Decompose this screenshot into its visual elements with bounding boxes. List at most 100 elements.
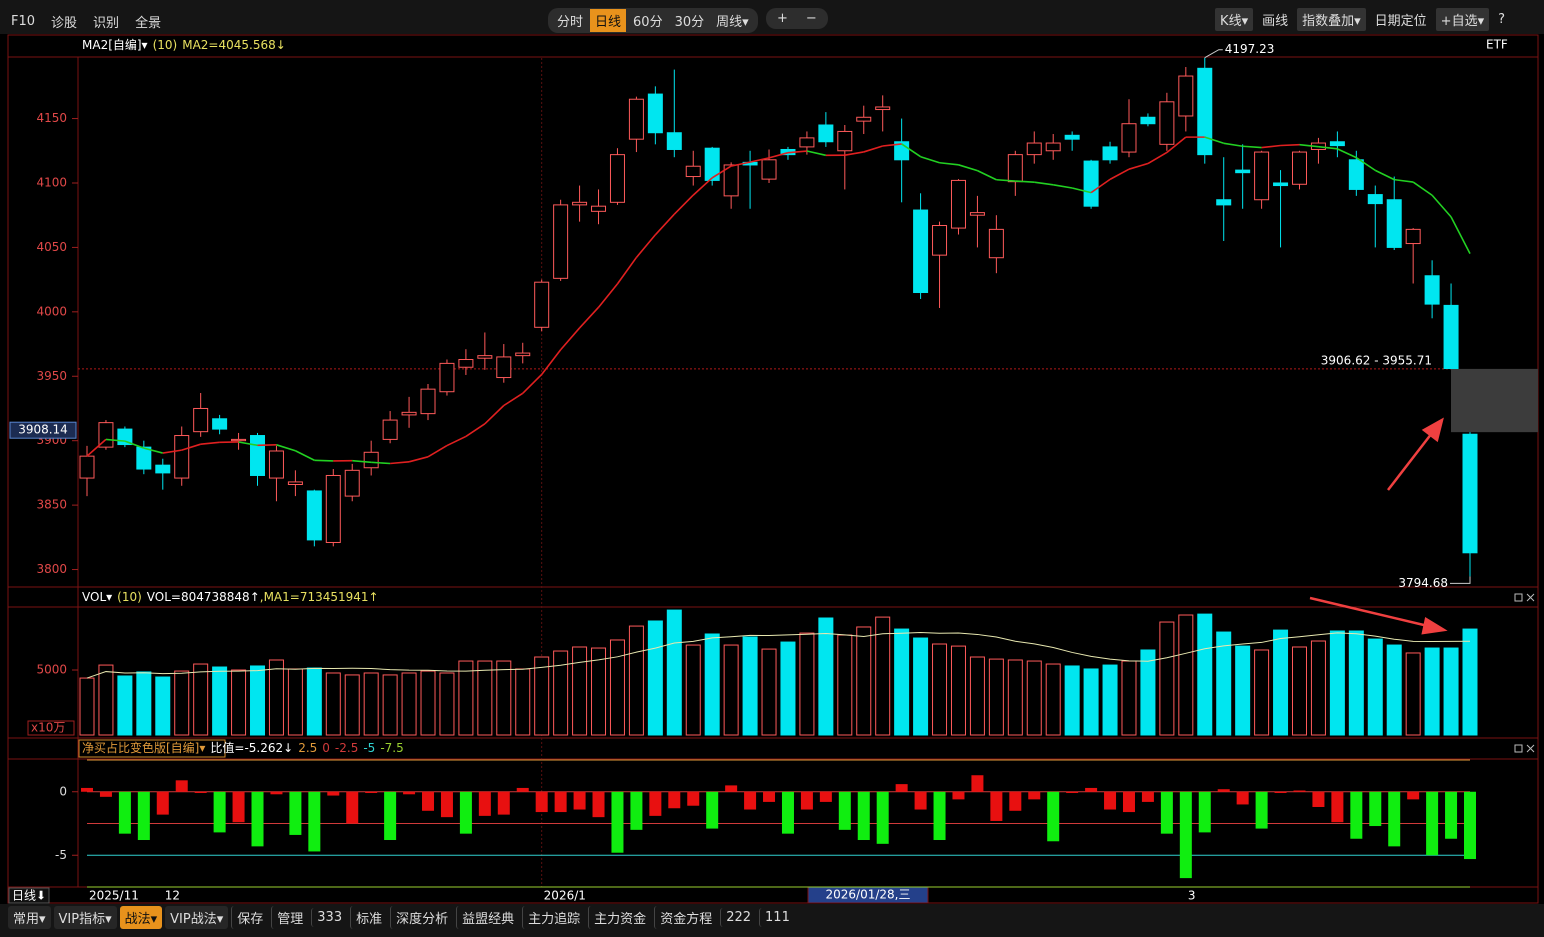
candle-body [1462,433,1478,554]
tool-item[interactable]: +自选▾ [1435,8,1490,31]
candle-body [193,407,209,433]
candle-body [572,201,588,206]
ratio-bar [630,791,643,830]
maximize-icon[interactable] [1514,744,1523,753]
ma-line [86,438,107,457]
ma-line [465,423,486,438]
ma-line [1394,178,1414,183]
volume-bar [1405,652,1421,736]
tool-item[interactable]: K线▾ [1215,8,1254,31]
volume-bar [382,674,398,736]
tool-item[interactable]: 画线 [1262,14,1289,29]
header-part: (10) [117,590,142,604]
volume-bar [458,660,474,736]
indicator-tab[interactable]: 战法▾ [119,906,163,929]
volume-bar [1443,647,1459,736]
period-tab[interactable]: 周线▾ [716,15,749,30]
candle-body [553,204,569,279]
candle-body [1045,142,1061,152]
indicator-tab[interactable]: 常用▾ [8,906,51,929]
ma-line [1431,194,1452,218]
cursor-price: 3908.14 [18,423,68,437]
volume-bar [837,634,853,736]
menu-item[interactable]: F10 [11,14,36,29]
volume-bar [685,644,701,736]
x-tick-label: 3 [1188,889,1196,903]
ma-line [1223,142,1243,148]
volume-bar [1291,646,1307,736]
ratio-bar [1426,791,1439,856]
menu-item[interactable]: 全景 [135,16,162,31]
maximize-icon[interactable] [1514,593,1523,602]
zoom-button[interactable]: + [777,11,788,26]
ma-line [1374,169,1395,181]
indicator-tab[interactable]: 222 [720,908,756,927]
period-label[interactable]: 日线⬇ [12,889,46,903]
candle-body [685,165,701,178]
y-tick-label: 3850 [36,498,67,512]
indicator-tab[interactable]: 保存 [231,906,268,929]
menu-item[interactable]: 识别 [93,16,120,31]
ratio-bar [308,791,321,852]
period-tab[interactable]: 30分 [674,15,705,30]
ma-line [1109,168,1130,181]
ratio-bar [118,791,131,834]
indicator-tab[interactable]: 主力追踪 [522,906,585,929]
candle-body [837,130,853,152]
candle-body [1367,194,1383,205]
ma-line [730,161,751,167]
ref-legend: 2.5 [298,741,317,755]
volume-bar [306,667,322,736]
ma-line [578,306,600,329]
ratio-bar [1198,791,1211,833]
y-tick-label: 4000 [36,304,67,318]
panel-header: MA2[自编]▾ (10) MA2=4045.568↓ [82,37,286,52]
close-icon[interactable] [1526,744,1535,753]
period-tab[interactable]: 日线 [590,9,627,32]
volume-bar [117,675,133,736]
indicator-tab[interactable]: VIP战法▾ [165,906,229,929]
volume-bar [894,628,910,736]
close-icon[interactable] [1526,593,1535,602]
indicator-tab[interactable]: 标准 [350,906,387,929]
indicator-tab[interactable]: 111 [759,908,795,927]
indicator-tab[interactable]: 益盟经典 [456,906,519,929]
volume-bar [1045,663,1061,736]
ma-line [541,349,562,375]
candle-body [1083,160,1099,207]
indicator-tab[interactable]: 333 [311,908,347,927]
indicator-tab[interactable]: VIP指标▾ [53,906,117,929]
candle-body [913,209,929,294]
ratio-bar [1047,791,1060,842]
zoom-button[interactable]: − [805,11,817,26]
candle-body [1273,182,1289,187]
candle-body [439,362,455,393]
ratio-bar [914,791,927,810]
volume-bar [1348,630,1364,736]
indicator-tab[interactable]: 管理 [271,906,308,929]
ma-line [1071,187,1092,194]
period-tab[interactable]: 60分 [633,15,663,30]
security-name: ETF [1486,38,1508,52]
indicator-tab[interactable]: 主力资金 [588,906,651,929]
ratio-bar [1160,791,1173,834]
candle-body [496,356,512,379]
candle-body [382,419,398,440]
candle-body [1291,151,1307,185]
ratio-bar [81,787,93,792]
ratio-bar [516,787,529,792]
tool-item[interactable]: 指数叠加▾ [1297,8,1366,31]
candle-body [477,355,493,359]
volume-bar [1007,659,1023,736]
indicator-tab[interactable]: 深度分析 [390,906,453,929]
tool-item[interactable]: ? [1498,12,1505,27]
candle-body [1197,67,1213,156]
header-part: MA2[自编]▾ [82,37,148,52]
period-tab[interactable]: 分时 [557,15,584,30]
ratio-bar [952,791,965,800]
menu-item[interactable]: 诊股 [51,16,78,31]
ref-legend: -2.5 [335,741,358,755]
tool-item[interactable]: 日期定位 [1374,14,1427,29]
indicator-tab[interactable]: 资金方程 [654,906,717,929]
header-part: 比值=-5.262↓ [210,740,293,755]
